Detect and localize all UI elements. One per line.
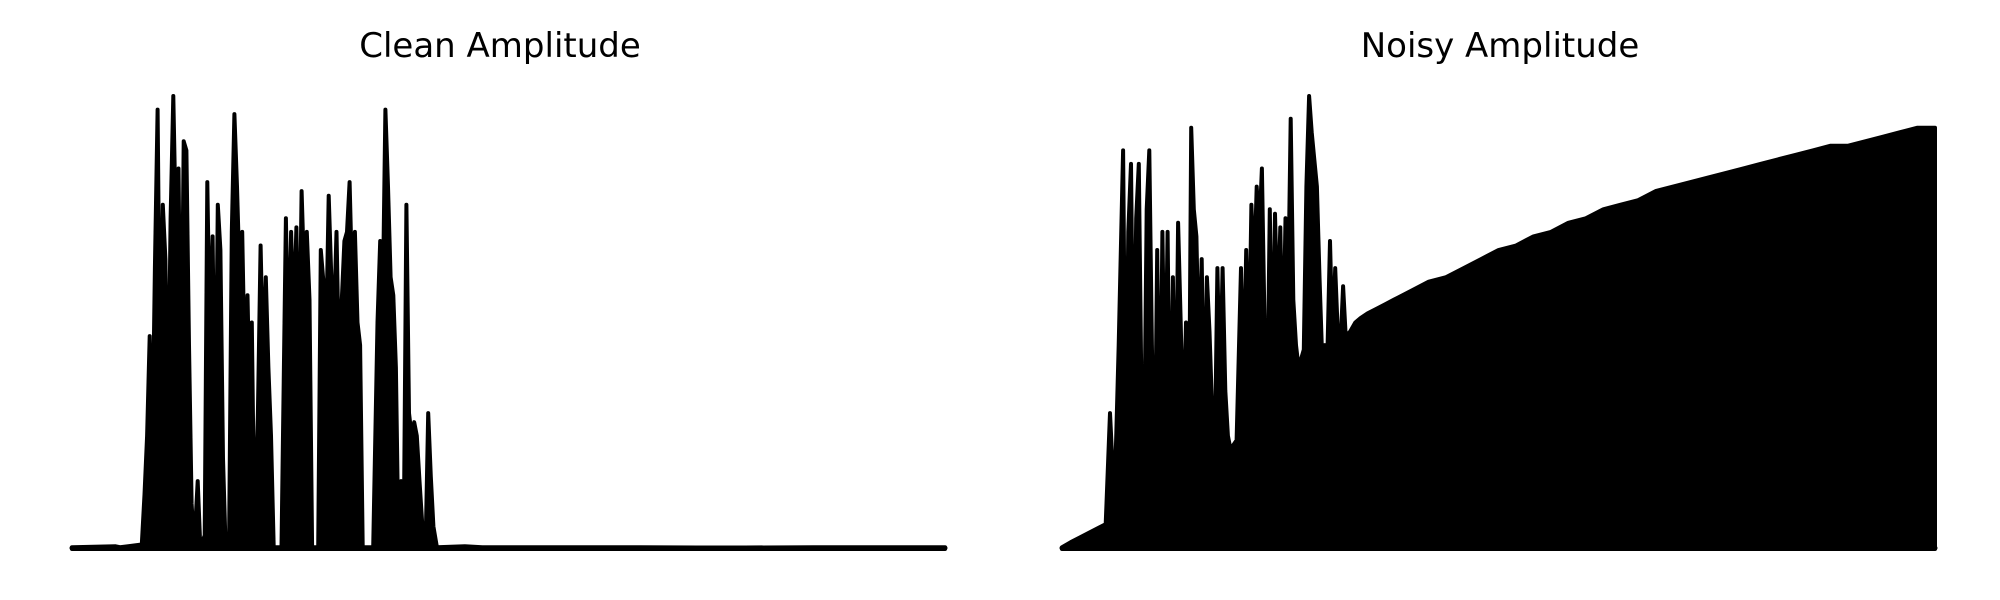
noisy-chart-title: Noisy Amplitude [1360, 26, 1640, 66]
clean-chart-title: Clean Amplitude [359, 26, 641, 66]
noisy-amplitude-panel: Noisy Amplitude [1000, 0, 2000, 600]
noisy-amplitude-plot [1059, 94, 1938, 551]
clean-amplitude-panel: Clean Amplitude [69, 26, 948, 551]
clean-amplitude-series-0 [70, 94, 947, 551]
noisy-amplitude-series-0 [1060, 94, 1937, 551]
clean-amplitude-plot [69, 94, 948, 551]
